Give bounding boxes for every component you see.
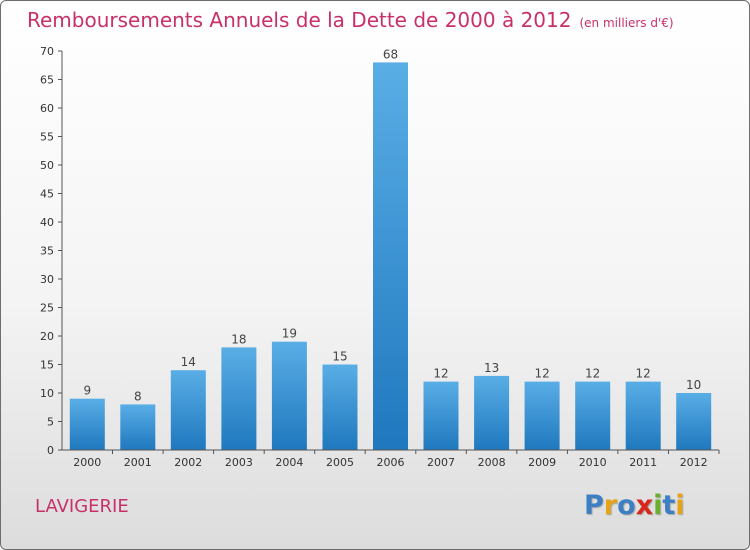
x-tick-label: 2002 xyxy=(174,456,202,469)
x-tick-label: 2011 xyxy=(629,456,657,469)
logo-letter: o xyxy=(617,490,636,521)
bar-value-label: 12 xyxy=(636,367,651,381)
logo-letter: i xyxy=(675,490,685,521)
bar xyxy=(373,62,408,451)
y-tick-label: 35 xyxy=(40,245,54,258)
bar-value-label: 10 xyxy=(686,378,701,392)
y-tick-label: 60 xyxy=(40,102,54,115)
logo-letter: i xyxy=(653,490,663,521)
bar xyxy=(120,404,156,450)
bar xyxy=(524,381,560,450)
logo-letter: r xyxy=(603,490,618,521)
y-tick-label: 65 xyxy=(40,74,54,87)
bar xyxy=(271,341,307,450)
x-tick-label: 2012 xyxy=(680,456,708,469)
bar xyxy=(575,381,611,450)
y-tick-label: 5 xyxy=(47,416,54,429)
y-tick-label: 15 xyxy=(40,359,54,372)
city-label: LAVIGERIE xyxy=(35,496,129,517)
y-tick-label: 0 xyxy=(47,444,54,457)
x-tick-label: 2006 xyxy=(377,456,405,469)
bar xyxy=(322,364,358,450)
y-tick-label: 20 xyxy=(40,330,54,343)
bar xyxy=(69,398,105,450)
logo-letter: x xyxy=(635,490,654,521)
x-tick-label: 2010 xyxy=(579,456,607,469)
y-tick-label: 50 xyxy=(40,159,54,172)
bar xyxy=(676,393,712,450)
bar-value-label: 14 xyxy=(181,355,196,369)
axes-layer: 2000 2001 2002 2003 2004 2005 2006 2007 2008 2009… xyxy=(40,45,720,469)
bar-value-label: 12 xyxy=(585,367,600,381)
y-tick-label: 70 xyxy=(40,45,54,58)
y-tick-label: 45 xyxy=(40,188,54,201)
title-text: Remboursements Annuels de la Dette de 20… xyxy=(27,8,572,32)
x-tick-label: 2000 xyxy=(73,456,101,469)
logo-letter: P xyxy=(584,490,604,521)
bar xyxy=(474,375,510,450)
x-tick-label: 2008 xyxy=(478,456,506,469)
bars-layer: 9 8 14 18 19 15 68 12 13 12 12 12 10 xyxy=(69,47,712,451)
x-tick-label: 2005 xyxy=(326,456,354,469)
bar-value-label: 19 xyxy=(282,327,297,341)
chart-title: Remboursements Annuels de la Dette de 20… xyxy=(27,8,674,32)
y-tick-label: 40 xyxy=(40,216,54,229)
proxiti-logo: Proxiti xyxy=(584,490,685,521)
y-tick-label: 25 xyxy=(40,302,54,315)
x-tick-label: 2004 xyxy=(275,456,303,469)
y-tick-label: 30 xyxy=(40,273,54,286)
y-tick-label: 10 xyxy=(40,387,54,400)
x-tick-label: 2003 xyxy=(225,456,253,469)
bar xyxy=(625,381,661,450)
bar-value-label: 8 xyxy=(134,389,142,403)
bar-value-label: 13 xyxy=(484,361,499,375)
x-tick-label: 2007 xyxy=(427,456,455,469)
bar-value-label: 12 xyxy=(433,367,448,381)
bar xyxy=(423,381,459,450)
y-tick-label: 55 xyxy=(40,131,54,144)
bar-value-label: 15 xyxy=(332,350,347,364)
bar-value-label: 12 xyxy=(534,367,549,381)
bar xyxy=(170,370,206,450)
x-tick-label: 2009 xyxy=(528,456,556,469)
bar-value-label: 18 xyxy=(231,332,246,346)
logo-letter: t xyxy=(662,490,676,521)
bar-value-label: 68 xyxy=(383,47,398,61)
title-unit: (en milliers d'€) xyxy=(579,16,674,30)
x-tick-label: 2001 xyxy=(124,456,152,469)
bar xyxy=(221,347,257,450)
bar-value-label: 9 xyxy=(83,384,91,398)
